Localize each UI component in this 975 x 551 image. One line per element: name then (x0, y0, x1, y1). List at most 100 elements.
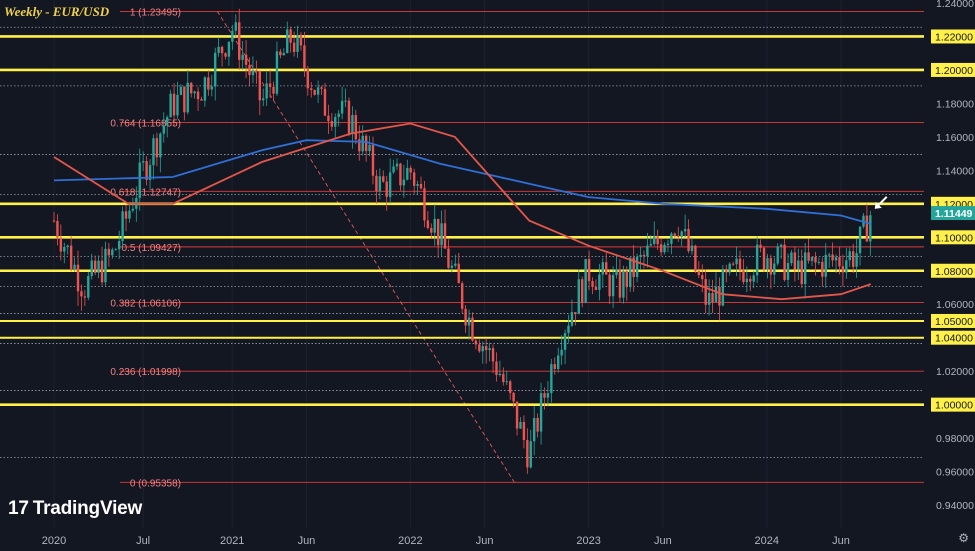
candle-body-54 (238, 22, 241, 60)
candle-225 (824, 243, 827, 288)
candle-body-122 (471, 317, 474, 341)
chart-title: Weekly - EUR/USD (4, 4, 110, 19)
candle-body-108 (423, 188, 426, 221)
candle-88 (354, 109, 358, 145)
candle-body-78 (320, 87, 323, 89)
candle-body-156 (587, 259, 591, 282)
candle-body-191 (707, 293, 711, 305)
fib-label-6: 0 (0.95358) (130, 478, 181, 489)
candle-body-206 (759, 244, 762, 248)
candle-94 (375, 169, 378, 204)
tradingview-logo: 17 TradingView (8, 498, 142, 520)
candle-189 (701, 264, 704, 293)
candle-79 (323, 82, 327, 117)
candle-body-61 (262, 98, 265, 101)
x-axis[interactable]: 2020 Jul 2021 Jun 2022 Jun 2023 Jun 2024 Jun (42, 535, 850, 547)
candle-7 (76, 250, 80, 306)
candle-body-185 (687, 228, 690, 252)
candle-body-5 (69, 245, 73, 269)
candle-235 (858, 226, 862, 266)
candle-96 (382, 170, 385, 183)
candle-body-179 (666, 243, 670, 245)
x-tick-label-5: Jun (476, 535, 494, 547)
candle-230 (841, 254, 845, 287)
candle-body-76 (313, 89, 316, 95)
candle-145 (550, 358, 553, 403)
x-tick-label-8: 2024 (755, 535, 779, 547)
candle-body-181 (673, 233, 677, 236)
candle-body-144 (546, 393, 550, 398)
candle-29 (152, 134, 155, 180)
key-level-badge-7 (931, 397, 975, 412)
candle-165 (618, 259, 622, 303)
candle-35 (172, 83, 176, 126)
candle-232 (848, 247, 851, 267)
candle-body-207 (762, 247, 766, 270)
candle-162 (608, 269, 611, 304)
candle-141 (536, 413, 539, 438)
candle-15 (104, 241, 107, 286)
candle-body-165 (618, 269, 622, 298)
candle-body-174 (649, 243, 653, 246)
candle-212 (779, 243, 783, 259)
candle-body-114 (443, 223, 447, 249)
candle-102 (402, 164, 406, 198)
candle-107 (419, 176, 423, 190)
candle-103 (406, 159, 409, 181)
ma-long-line (53, 139, 872, 225)
fibonacci-levels: 1 (1.23495) 0.764 (1.16855) 0.618 (1.12747… (110, 7, 924, 489)
candle-body-25 (138, 162, 141, 198)
candle-122 (471, 312, 474, 342)
candle-body-224 (821, 261, 824, 277)
candle-body-146 (553, 364, 556, 369)
y-tick-label-4: 1.16000 (936, 132, 974, 144)
candle-97 (385, 175, 388, 211)
candle-body-168 (629, 257, 632, 288)
candle-body-143 (543, 393, 546, 398)
candle-body-100 (395, 163, 399, 167)
candle-17 (111, 247, 114, 259)
candle-154 (581, 276, 584, 308)
candle-157 (591, 277, 594, 295)
candle-227 (831, 242, 834, 267)
candle-body-69 (289, 29, 292, 43)
candle-71 (296, 25, 299, 58)
candle-body-139 (529, 441, 532, 468)
key-level-badge-label-3: 1.10000 (935, 232, 973, 244)
candle-39 (186, 70, 189, 115)
candle-31 (159, 132, 162, 173)
candle-body-155 (584, 259, 587, 303)
candle-38 (183, 86, 186, 121)
x-tick-label-3: Jun (298, 535, 316, 547)
candle-body-97 (385, 181, 388, 197)
candle-body-119 (460, 283, 464, 309)
candle-body-38 (183, 86, 186, 113)
candle-16 (107, 242, 111, 267)
candle-28 (148, 159, 152, 191)
candle-body-105 (412, 172, 416, 186)
candle-body-73 (303, 45, 306, 69)
candle-body-0 (52, 220, 56, 222)
candle-body-135 (515, 401, 519, 429)
candle-218 (800, 249, 803, 289)
candle-74 (306, 65, 310, 96)
candle-78 (320, 85, 323, 95)
candle-body-132 (505, 381, 508, 383)
candle-130 (498, 360, 502, 377)
candle-156 (587, 250, 591, 291)
candle-170 (635, 253, 639, 283)
candle-26 (141, 151, 145, 171)
candle-body-110 (430, 227, 433, 233)
candle-body-126 (484, 346, 488, 351)
candle-body-37 (179, 86, 183, 95)
candle-body-194 (718, 286, 721, 306)
candle-body-230 (841, 266, 845, 273)
candle-body-88 (354, 115, 358, 140)
candle-body-82 (334, 116, 337, 127)
candle-body-92 (368, 144, 371, 152)
candle-body-58 (251, 70, 255, 76)
candle-129 (495, 352, 498, 382)
candle-body-129 (495, 361, 498, 376)
gear-icon[interactable]: ⚙ (958, 531, 969, 545)
